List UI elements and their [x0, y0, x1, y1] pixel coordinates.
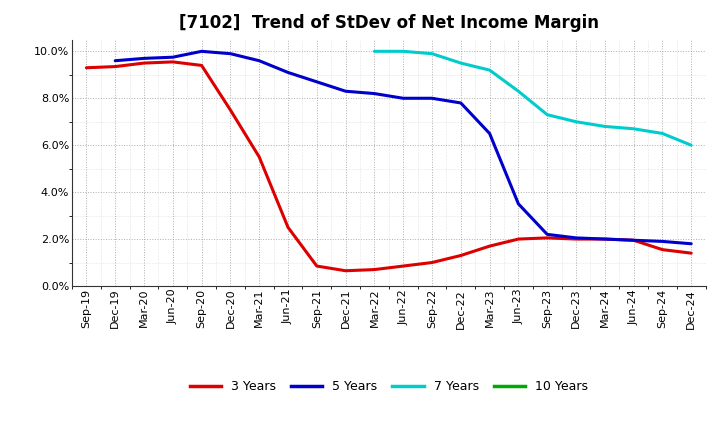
7 Years [370, 49, 379, 54]
Line: 5 Years: 5 Years [115, 51, 691, 244]
5 Years [600, 236, 609, 242]
7 Years [456, 60, 465, 66]
3 Years [370, 267, 379, 272]
5 Years [111, 58, 120, 63]
Line: 3 Years: 3 Years [86, 62, 691, 271]
3 Years [629, 238, 638, 243]
5 Years [140, 56, 148, 61]
7 Years [600, 124, 609, 129]
3 Years [341, 268, 350, 273]
5 Years [572, 235, 580, 241]
5 Years [428, 95, 436, 101]
Legend: 3 Years, 5 Years, 7 Years, 10 Years: 3 Years, 5 Years, 7 Years, 10 Years [184, 375, 593, 398]
3 Years [284, 225, 292, 230]
5 Years [226, 51, 235, 56]
3 Years [428, 260, 436, 265]
5 Years [312, 79, 321, 84]
3 Years [197, 63, 206, 68]
5 Years [341, 88, 350, 94]
3 Years [140, 60, 148, 66]
3 Years [543, 235, 552, 241]
5 Years [370, 91, 379, 96]
3 Years [514, 236, 523, 242]
3 Years [687, 250, 696, 256]
7 Years [658, 131, 667, 136]
Line: 7 Years: 7 Years [374, 51, 691, 145]
3 Years [168, 59, 177, 65]
7 Years [428, 51, 436, 56]
7 Years [485, 67, 494, 73]
5 Years [543, 232, 552, 237]
3 Years [600, 236, 609, 242]
7 Years [543, 112, 552, 117]
7 Years [514, 88, 523, 94]
7 Years [399, 49, 408, 54]
5 Years [168, 55, 177, 60]
7 Years [629, 126, 638, 132]
3 Years [312, 264, 321, 269]
3 Years [399, 264, 408, 269]
3 Years [82, 65, 91, 70]
Title: [7102]  Trend of StDev of Net Income Margin: [7102] Trend of StDev of Net Income Marg… [179, 15, 599, 33]
3 Years [658, 247, 667, 252]
3 Years [226, 107, 235, 113]
5 Years [399, 95, 408, 101]
3 Years [255, 154, 264, 160]
3 Years [111, 64, 120, 69]
5 Years [456, 100, 465, 106]
5 Years [255, 58, 264, 63]
7 Years [687, 143, 696, 148]
5 Years [485, 131, 494, 136]
7 Years [572, 119, 580, 125]
5 Years [629, 238, 638, 243]
3 Years [572, 236, 580, 242]
5 Years [514, 201, 523, 206]
5 Years [687, 241, 696, 246]
5 Years [658, 239, 667, 244]
5 Years [284, 70, 292, 75]
3 Years [456, 253, 465, 258]
5 Years [197, 49, 206, 54]
3 Years [485, 243, 494, 249]
